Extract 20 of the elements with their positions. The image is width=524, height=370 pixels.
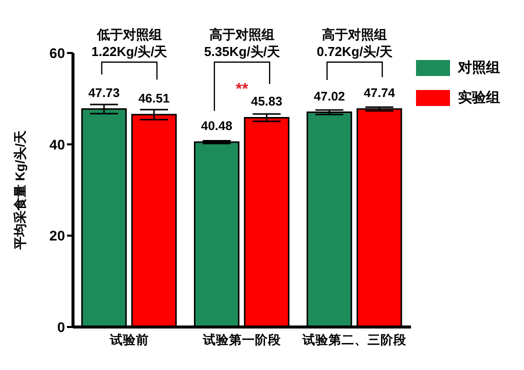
x-tick-label: 试验前 — [108, 332, 149, 347]
annotation: 低于对照组 1.22Kg/头/天 — [91, 27, 168, 60]
annotation: ** — [236, 81, 249, 98]
y-tick-label: 40 — [49, 136, 66, 152]
y-tick-label: 20 — [49, 228, 66, 244]
legend-label: 对照组 — [458, 59, 500, 77]
annotation: 高于对照组 5.35Kg/头/天 — [204, 27, 281, 60]
y-axis-title: 平均采食量 Kg/头/天 — [12, 129, 28, 251]
y-tick-label: 60 — [49, 44, 66, 61]
data-label: 47.73 — [88, 86, 120, 100]
legend-label: 实验组 — [458, 89, 500, 107]
annotation: 高于对照组 0.72Kg/头/天 — [316, 27, 394, 60]
x-tick-label: 试验第二、三阶段 — [302, 332, 408, 347]
data-label: 47.74 — [364, 86, 396, 100]
data-label: 40.48 — [201, 119, 232, 134]
data-label: 45.83 — [251, 94, 282, 109]
data-label: 46.51 — [138, 92, 170, 106]
y-tick-label: 0 — [57, 318, 66, 335]
data-label: 47.02 — [314, 89, 346, 104]
x-tick-label: 试验第一阶段 — [202, 332, 282, 347]
